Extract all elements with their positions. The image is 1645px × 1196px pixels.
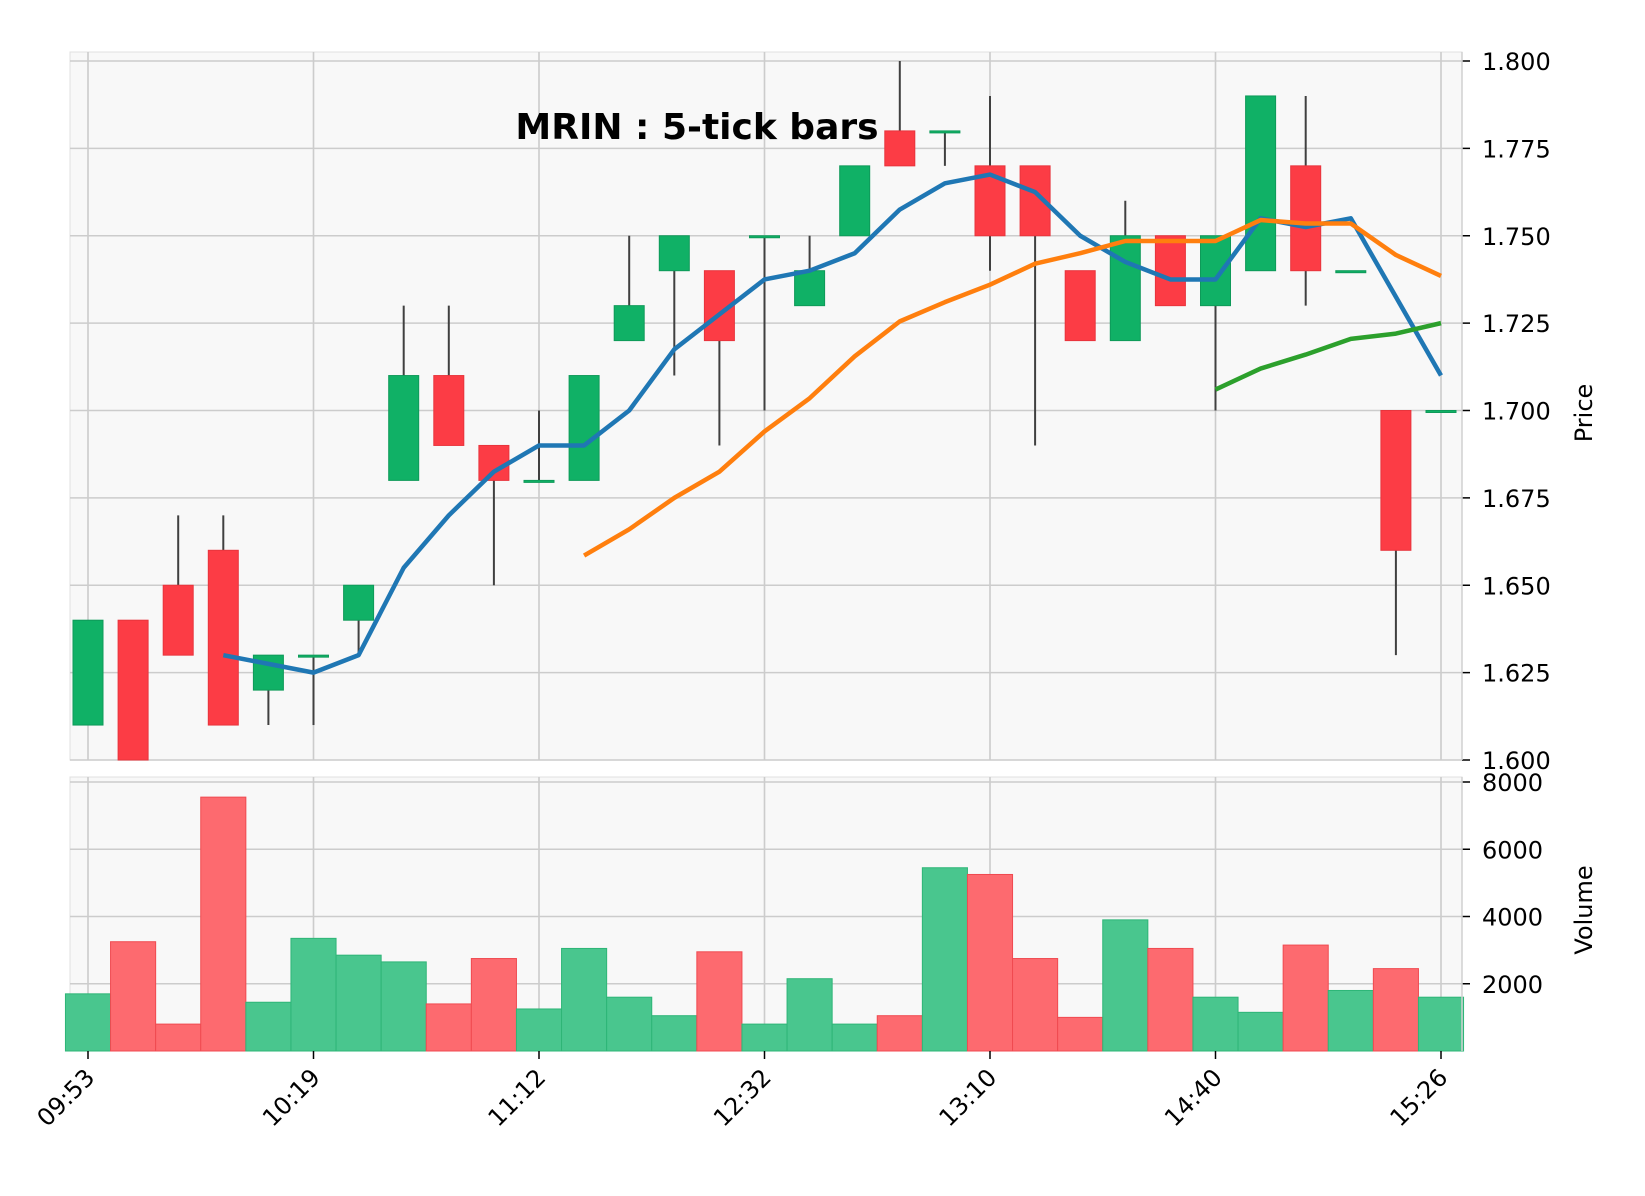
candle-body (117, 619, 149, 761)
volume-bar (1147, 947, 1194, 1052)
volume-bar (651, 1015, 698, 1052)
candle-body (1154, 235, 1186, 307)
volume-bar (515, 1008, 563, 1052)
volume-bar (606, 996, 653, 1052)
candle-body (1109, 235, 1141, 342)
volume-bar (1372, 968, 1419, 1052)
volume-bar (1192, 996, 1239, 1052)
moving-average-line (582, 217, 1442, 558)
candle-body (343, 584, 375, 621)
price-tick-label: 1.650 (1482, 572, 1551, 600)
price-tick-label: 1.625 (1482, 660, 1551, 688)
grid-lines (70, 52, 1462, 1051)
price-tick-label: 1.675 (1482, 485, 1551, 513)
volume-bar (1237, 1011, 1284, 1052)
volume-bar (696, 951, 743, 1052)
volume-bar (470, 958, 517, 1052)
candle-body (1200, 235, 1231, 307)
volume-bar (335, 954, 382, 1052)
candle-body (749, 235, 780, 239)
volume-tick-label: 6000 (1482, 836, 1543, 864)
candle-body (388, 375, 420, 481)
price-tick-label: 1.725 (1482, 310, 1551, 338)
price-tick-label: 1.600 (1482, 747, 1551, 775)
volume-bar (741, 1023, 788, 1052)
candle-body (1245, 95, 1277, 272)
moving-average-line (1214, 320, 1442, 392)
candle-body (794, 270, 826, 307)
volume-tick-label: 4000 (1482, 904, 1543, 932)
candle-body (433, 375, 465, 446)
volume-bars (64, 796, 1465, 1052)
x-tick-label: 15:26 (1385, 1063, 1454, 1132)
volume-bar (786, 978, 833, 1052)
volume-bar (1057, 1016, 1104, 1052)
volume-bar (425, 1003, 472, 1052)
volume-bar (1012, 958, 1059, 1052)
volume-bar (561, 947, 608, 1052)
x-tick-label: 13:10 (934, 1063, 1003, 1132)
x-tick-label: 14:40 (1159, 1063, 1228, 1132)
price-tick-label: 1.750 (1482, 223, 1551, 251)
candle-body (1064, 270, 1096, 342)
candle-body (839, 165, 871, 237)
candle-body (1290, 165, 1322, 272)
moving-average-line (222, 172, 1443, 675)
volume-bar (831, 1023, 878, 1052)
volume-bar (1282, 944, 1329, 1052)
candle-body (72, 619, 104, 726)
volume-bar (966, 873, 1014, 1052)
price-tick-label: 1.775 (1482, 135, 1551, 163)
candle-body (162, 584, 194, 656)
price-tick-label: 1.700 (1482, 398, 1551, 426)
volume-bar (245, 1001, 292, 1052)
volume-bar (921, 867, 968, 1052)
volume-bar (380, 961, 427, 1052)
price-tick-label: 1.800 (1482, 48, 1551, 76)
volume-bar (110, 941, 157, 1052)
candle-body (613, 305, 645, 342)
candle-body (884, 130, 916, 167)
volume-bar (200, 796, 247, 1052)
volume-bar (64, 993, 112, 1052)
x-tick-label: 10:19 (257, 1063, 326, 1132)
candle-body (523, 479, 555, 483)
volume-bar (1327, 989, 1374, 1052)
volume-tick-label: 2000 (1482, 971, 1543, 999)
moving-average-lines (222, 172, 1443, 675)
candle-body (1380, 410, 1412, 551)
candle-body (207, 549, 239, 726)
candle-body (478, 444, 510, 481)
x-tick-label: 11:12 (483, 1063, 552, 1132)
volume-bar (1417, 996, 1465, 1052)
candle-body (658, 235, 690, 272)
x-tick-label: 09:53 (32, 1063, 101, 1132)
chart-title: MRIN : 5-tick bars (515, 107, 878, 148)
volume-bar (155, 1023, 202, 1052)
candle-body (1335, 270, 1367, 274)
candle-body (568, 375, 600, 481)
price-axis-label: Price (1570, 384, 1598, 443)
volume-bar (1102, 919, 1149, 1052)
candle-body (929, 130, 961, 134)
volume-bar (876, 1015, 923, 1052)
price-panel-background (69, 51, 1463, 761)
x-tick-label: 12:32 (708, 1063, 777, 1132)
volume-tick-label: 8000 (1482, 769, 1543, 797)
candle-body (298, 654, 329, 658)
candles (72, 61, 1457, 761)
volume-axis-label: Volume (1570, 865, 1598, 954)
candle-body (1425, 410, 1457, 413)
volume-bar (290, 937, 337, 1052)
